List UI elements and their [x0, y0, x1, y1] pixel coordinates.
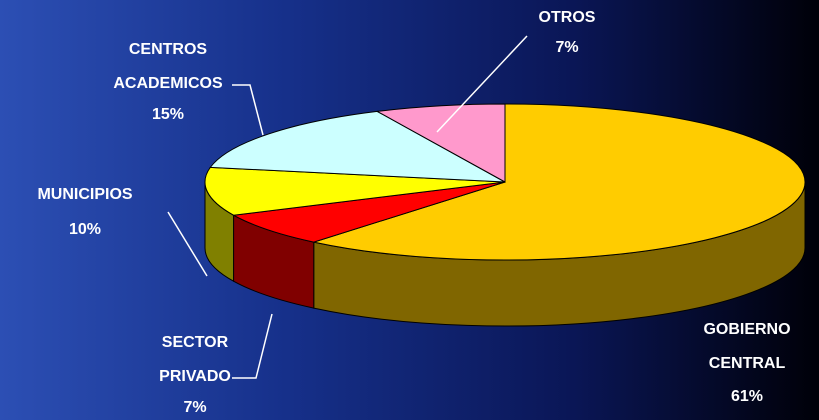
value-label: 7%	[555, 39, 579, 56]
slice-label: OTROS	[538, 9, 596, 26]
leader-line	[167, 211, 208, 277]
leader-line	[232, 84, 264, 136]
slice	[231, 181, 506, 243]
slice	[375, 103, 506, 183]
slice-label: CENTROS ACADEMICOS	[113, 41, 223, 92]
leader-line	[436, 35, 528, 133]
value-label: 61%	[730, 388, 764, 405]
value-label: 15%	[151, 106, 185, 123]
slice-label: MUNICIPIOS	[37, 186, 133, 203]
slices	[204, 103, 806, 327]
value-label: 7%	[183, 399, 207, 416]
value-label: 10%	[68, 221, 102, 238]
slice	[209, 110, 506, 183]
slice-label: SECTOR PRIVADO	[159, 334, 231, 385]
slice-label: GOBIERNO CENTRAL	[703, 321, 791, 372]
slice	[204, 166, 506, 216]
leader-line	[232, 313, 273, 379]
slice	[311, 103, 806, 261]
leader-lines	[167, 35, 528, 379]
